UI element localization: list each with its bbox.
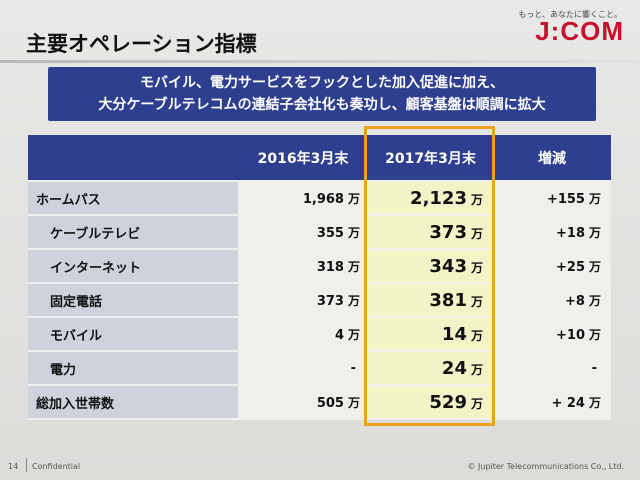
value-2017: 529 万 — [368, 385, 493, 420]
row-label: 電力 — [28, 351, 238, 386]
row-label: ホームパス — [28, 181, 238, 216]
table-row-fixed-phone: 固定電話 373 万 381 万 +8 万 — [28, 283, 611, 318]
value-change: +155 万 — [493, 181, 611, 216]
header-2017: 2017年3月末 — [368, 135, 493, 182]
row-label: モバイル — [28, 317, 238, 352]
value-change: - — [493, 351, 611, 386]
title-divider — [0, 60, 640, 63]
header-2016: 2016年3月末 — [238, 135, 368, 182]
row-label: ケーブルテレビ — [28, 215, 238, 250]
value-change: + 24 万 — [493, 385, 611, 420]
footer: 14 Confidential © Jupiter Telecommunicat… — [0, 452, 640, 480]
brand-tagline: もっと、あなたに響くこと。 — [518, 10, 622, 19]
jcom-logo: J:COM — [535, 16, 624, 46]
header-change: 増減 — [493, 135, 611, 182]
value-2016: - — [238, 351, 368, 386]
table-row-total-households: 総加入世帯数 505 万 529 万 + 24 万 — [28, 385, 611, 420]
operations-table: 2016年3月末 2017年3月末 増減 ホームパス 1,968 万 2,123 万… — [28, 135, 611, 420]
value-2017: 2,123 万 — [368, 181, 493, 216]
row-label: インターネット — [28, 249, 238, 284]
banner-line-1: モバイル、電力サービスをフックとした加入促進に加え、 — [140, 75, 504, 91]
page-number: 14 — [8, 462, 19, 471]
value-2016: 355 万 — [238, 215, 368, 250]
table-header-row: 2016年3月末 2017年3月末 増減 — [28, 135, 611, 182]
value-2016: 1,968 万 — [238, 181, 368, 216]
row-label: 総加入世帯数 — [28, 385, 238, 420]
value-change: +18 万 — [493, 215, 611, 250]
value-change: +8 万 — [493, 283, 611, 318]
confidential-label: Confidential — [32, 462, 81, 471]
value-2017: 381 万 — [368, 283, 493, 318]
value-2017: 343 万 — [368, 249, 493, 284]
banner-line-2: 大分ケーブルテレコムの連結子会社化も奏功し、顧客基盤は順調に拡大 — [98, 97, 546, 113]
footer-divider — [26, 458, 27, 472]
table-row-homepass: ホームパス 1,968 万 2,123 万 +155 万 — [28, 181, 611, 216]
row-label: 固定電話 — [28, 283, 238, 318]
table-row-internet: インターネット 318 万 343 万 +25 万 — [28, 249, 611, 284]
value-change: +10 万 — [493, 317, 611, 352]
header-corner — [28, 135, 238, 182]
value-2017: 24 万 — [368, 351, 493, 386]
summary-banner: モバイル、電力サービスをフックとした加入促進に加え、 大分ケーブルテレコムの連結… — [48, 67, 596, 121]
value-change: +25 万 — [493, 249, 611, 284]
value-2016: 318 万 — [238, 249, 368, 284]
table-row-electricity: 電力 - 24 万 - — [28, 351, 611, 386]
value-2016: 373 万 — [238, 283, 368, 318]
value-2017: 14 万 — [368, 317, 493, 352]
table-row-cable-tv: ケーブルテレビ 355 万 373 万 +18 万 — [28, 215, 611, 250]
page-title: 主要オペレーション指標 — [26, 32, 257, 56]
copyright: © Jupiter Telecommunications Co., Ltd. — [467, 462, 624, 471]
value-2016: 505 万 — [238, 385, 368, 420]
value-2017: 373 万 — [368, 215, 493, 250]
